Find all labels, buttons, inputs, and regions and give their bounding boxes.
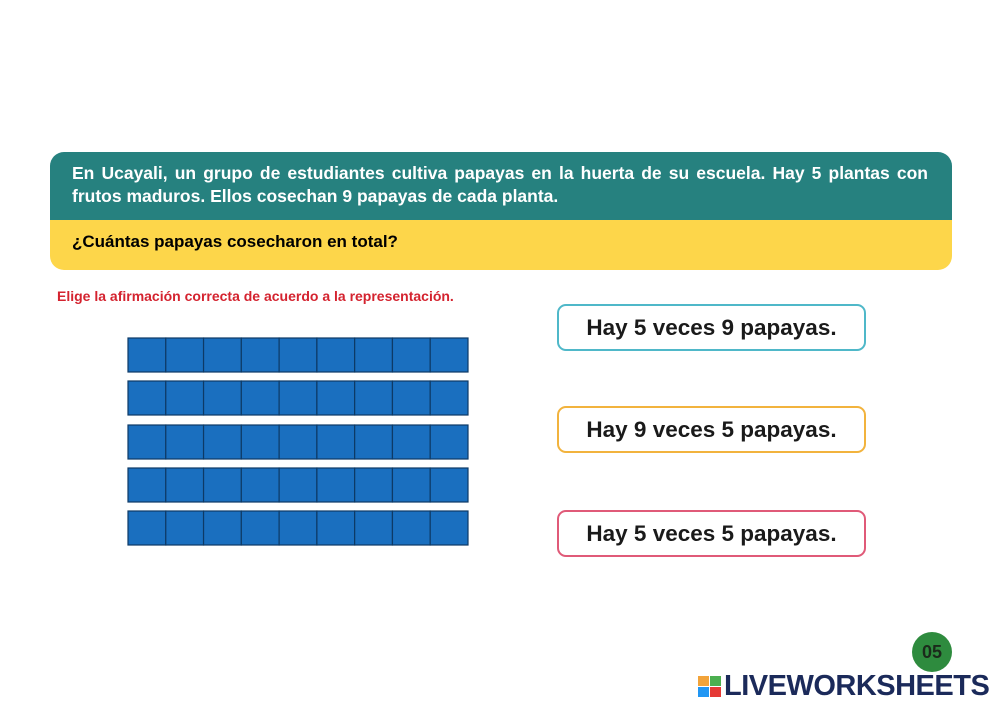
array-cell [240,510,280,546]
array-cell [316,424,356,460]
array-cell [240,424,280,460]
array-cell [391,510,431,546]
array-cell [316,380,356,416]
array-cell [202,424,242,460]
array-cell [165,467,205,503]
problem-statement: En Ucayali, un grupo de estudiantes cult… [50,152,952,220]
array-cell [391,467,431,503]
array-cell [354,380,394,416]
array-cell [354,510,394,546]
array-cell [391,424,431,460]
array-cell [127,510,167,546]
array-cell [316,467,356,503]
array-cell [202,510,242,546]
array-cell [202,380,242,416]
instruction: Elige la afirmación correcta de acuerdo … [57,288,454,304]
array-cell [316,510,356,546]
answer-option[interactable]: Hay 5 veces 9 papayas. [557,304,866,351]
array-cell [429,424,469,460]
array-cell [278,337,318,373]
problem-question: ¿Cuántas papayas cosecharon en total? [50,220,952,270]
array-cell [127,380,167,416]
array-cell [429,467,469,503]
array-cell [165,337,205,373]
array-cell [165,424,205,460]
brand-logo: LIVEWORKSHEETS [724,670,990,702]
array-cell [429,337,469,373]
logo-icon [698,676,721,697]
array-cell [165,510,205,546]
array-cell [127,467,167,503]
answer-option[interactable]: Hay 9 veces 5 papayas. [557,406,866,453]
array-cell [354,424,394,460]
array-cell [391,380,431,416]
array-cell [278,510,318,546]
array-cell [240,337,280,373]
array-cell [316,337,356,373]
array-cell [354,337,394,373]
array-cell [354,467,394,503]
array-cell [278,424,318,460]
array-cell [127,337,167,373]
page-number: 05 [912,632,952,672]
array-cell [429,380,469,416]
array-cell [391,337,431,373]
array-cell [429,510,469,546]
answer-option[interactable]: Hay 5 veces 5 papayas. [557,510,866,557]
array-cell [240,467,280,503]
array-cell [202,337,242,373]
array-cell [240,380,280,416]
array-cell [202,467,242,503]
array-cell [165,380,205,416]
array-cell [278,380,318,416]
array-cell [278,467,318,503]
array-cell [127,424,167,460]
